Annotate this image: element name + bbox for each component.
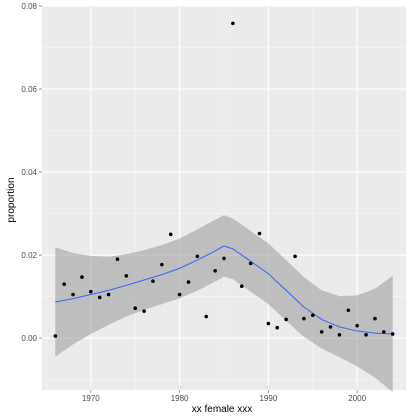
data-point	[257, 231, 262, 236]
data-point	[266, 321, 271, 326]
data-point	[204, 314, 209, 319]
data-point	[160, 262, 164, 267]
data-point	[373, 316, 377, 321]
data-point	[195, 254, 200, 259]
data-point	[89, 289, 93, 294]
y-tick-label: 0.04	[21, 168, 37, 177]
x-tick-label: 1980	[171, 394, 189, 403]
y-tick-label: 0.06	[21, 85, 37, 94]
data-point	[222, 256, 226, 261]
data-point	[62, 282, 66, 286]
data-point	[115, 257, 120, 262]
data-point	[168, 232, 173, 237]
data-point	[71, 292, 75, 297]
data-point	[133, 306, 138, 311]
smooth-trend-line	[55, 245, 393, 335]
data-point	[328, 325, 333, 329]
data-point	[382, 330, 386, 334]
y-tick-label: 0.08	[21, 2, 37, 11]
y-axis-title: proportion	[6, 177, 17, 222]
data-point	[142, 309, 146, 313]
data-point	[364, 332, 368, 337]
y-tick-label: 0.02	[21, 251, 37, 260]
data-point	[124, 274, 129, 278]
x-tick-label: 1990	[259, 394, 277, 403]
x-axis-title: xx female xxx	[192, 404, 253, 415]
data-point	[337, 332, 342, 337]
data-point	[80, 275, 84, 279]
x-axis-ticks: 1970 1980 1990 2000	[82, 390, 367, 403]
data-point	[151, 279, 155, 284]
data-point	[106, 292, 111, 297]
data-point	[248, 261, 253, 266]
data-point	[239, 284, 244, 289]
data-point	[390, 332, 395, 336]
data-point	[310, 313, 315, 318]
data-point	[177, 292, 182, 297]
confidence-band	[55, 215, 393, 393]
y-axis-ticks: 0.00 0.02 0.04 0.06 0.08	[21, 2, 42, 343]
data-point	[186, 280, 191, 284]
data-points	[53, 21, 395, 338]
x-tick-label: 1970	[82, 394, 100, 403]
data-point	[319, 330, 324, 334]
data-point	[355, 323, 359, 328]
data-point	[213, 269, 217, 273]
confidence-band-layer	[55, 215, 393, 393]
data-point	[302, 316, 306, 321]
data-point	[275, 325, 280, 330]
x-tick-label: 2000	[348, 394, 366, 403]
data-point	[346, 308, 351, 313]
y-tick-label: 0.00	[21, 334, 37, 343]
data-point	[284, 317, 288, 322]
data-point	[97, 295, 102, 300]
smooth-line-layer	[55, 245, 393, 335]
data-point	[53, 334, 58, 338]
data-point	[231, 21, 235, 26]
data-point	[293, 254, 297, 259]
